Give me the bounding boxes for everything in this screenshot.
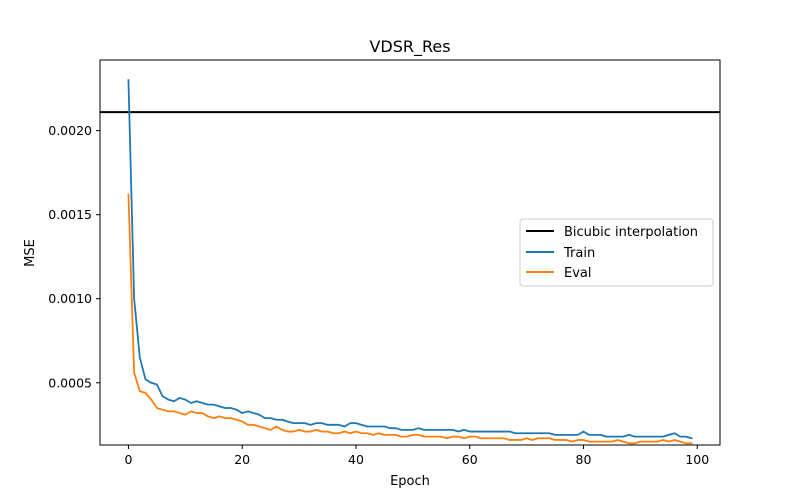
x-tick-label: 20 bbox=[234, 452, 250, 467]
x-axis-label: Epoch bbox=[390, 474, 430, 489]
legend-label-eval: Eval bbox=[564, 266, 592, 281]
y-tick-label: 0.0005 bbox=[48, 375, 92, 390]
chart-title: VDSR_Res bbox=[369, 37, 450, 57]
plot-frame bbox=[99, 59, 721, 446]
x-tick-label: 0 bbox=[124, 452, 132, 467]
legend-label-train: Train bbox=[563, 246, 595, 261]
x-axis-ticks: 0 20 40 60 80 100 bbox=[124, 445, 709, 467]
series-lines bbox=[127, 79, 693, 445]
y-axis-ticks: 0.0005 0.0010 0.0015 0.0020 bbox=[48, 123, 100, 390]
x-tick-label: 40 bbox=[348, 452, 364, 467]
legend-label-bicubic: Bicubic interpolation bbox=[564, 225, 698, 240]
legend-box bbox=[519, 218, 714, 287]
x-tick-label: 100 bbox=[685, 452, 709, 467]
legend: Bicubic interpolation Train Eval bbox=[519, 218, 714, 287]
series-line-eval bbox=[127, 193, 693, 445]
y-tick-label: 0.0010 bbox=[48, 291, 92, 306]
y-tick-label: 0.0020 bbox=[48, 123, 92, 138]
x-tick-label: 80 bbox=[576, 452, 592, 467]
x-tick-label: 60 bbox=[462, 452, 478, 467]
series-line-train bbox=[127, 79, 693, 440]
y-axis-label: MSE bbox=[23, 239, 38, 267]
y-tick-label: 0.0015 bbox=[48, 207, 92, 222]
